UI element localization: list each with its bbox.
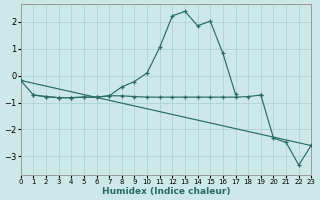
X-axis label: Humidex (Indice chaleur): Humidex (Indice chaleur) <box>102 187 230 196</box>
